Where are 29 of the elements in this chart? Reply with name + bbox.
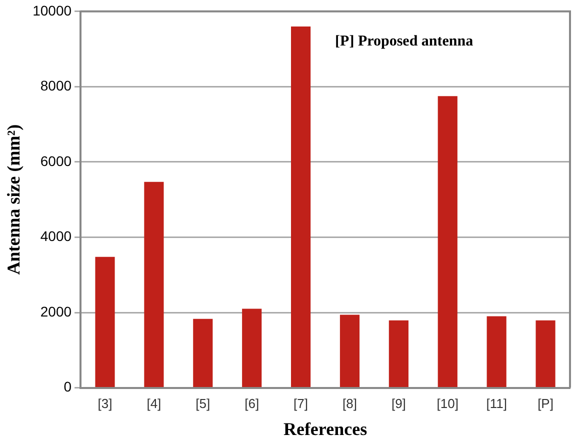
- y-tick-label: 10000: [32, 2, 72, 18]
- x-tick-label: [8]: [342, 396, 357, 412]
- bar: [193, 318, 213, 388]
- x-tick-label: [11]: [486, 396, 507, 412]
- annotation: [P] Proposed antenna: [335, 33, 474, 50]
- x-tick-label: [3]: [98, 396, 112, 412]
- bar: [486, 316, 506, 388]
- y-tick-label: 6000: [40, 152, 72, 169]
- bar: [242, 308, 262, 388]
- x-tick-label: [7]: [294, 396, 308, 412]
- bar: [388, 320, 408, 388]
- x-tick-label: [5]: [196, 396, 210, 412]
- y-tick-label: 0: [64, 378, 72, 395]
- x-tick-label: [10]: [436, 396, 458, 412]
- bar: [340, 314, 360, 388]
- x-tick-label: [9]: [391, 396, 406, 412]
- x-axis-title: References: [283, 418, 368, 439]
- x-tick-label: [6]: [244, 396, 260, 412]
- bar: [144, 182, 164, 388]
- y-tick-label: 2000: [40, 303, 72, 320]
- bar: [536, 320, 556, 388]
- x-tick-label: [4]: [146, 396, 162, 412]
- x-tick-label: [P]: [538, 396, 554, 412]
- bar: [438, 96, 458, 388]
- y-tick-label: 4000: [40, 228, 72, 244]
- y-axis-title: Antenna size (mm²): [3, 124, 24, 275]
- bar: [95, 256, 115, 388]
- bar: [291, 26, 311, 388]
- y-tick-label: 8000: [40, 78, 72, 94]
